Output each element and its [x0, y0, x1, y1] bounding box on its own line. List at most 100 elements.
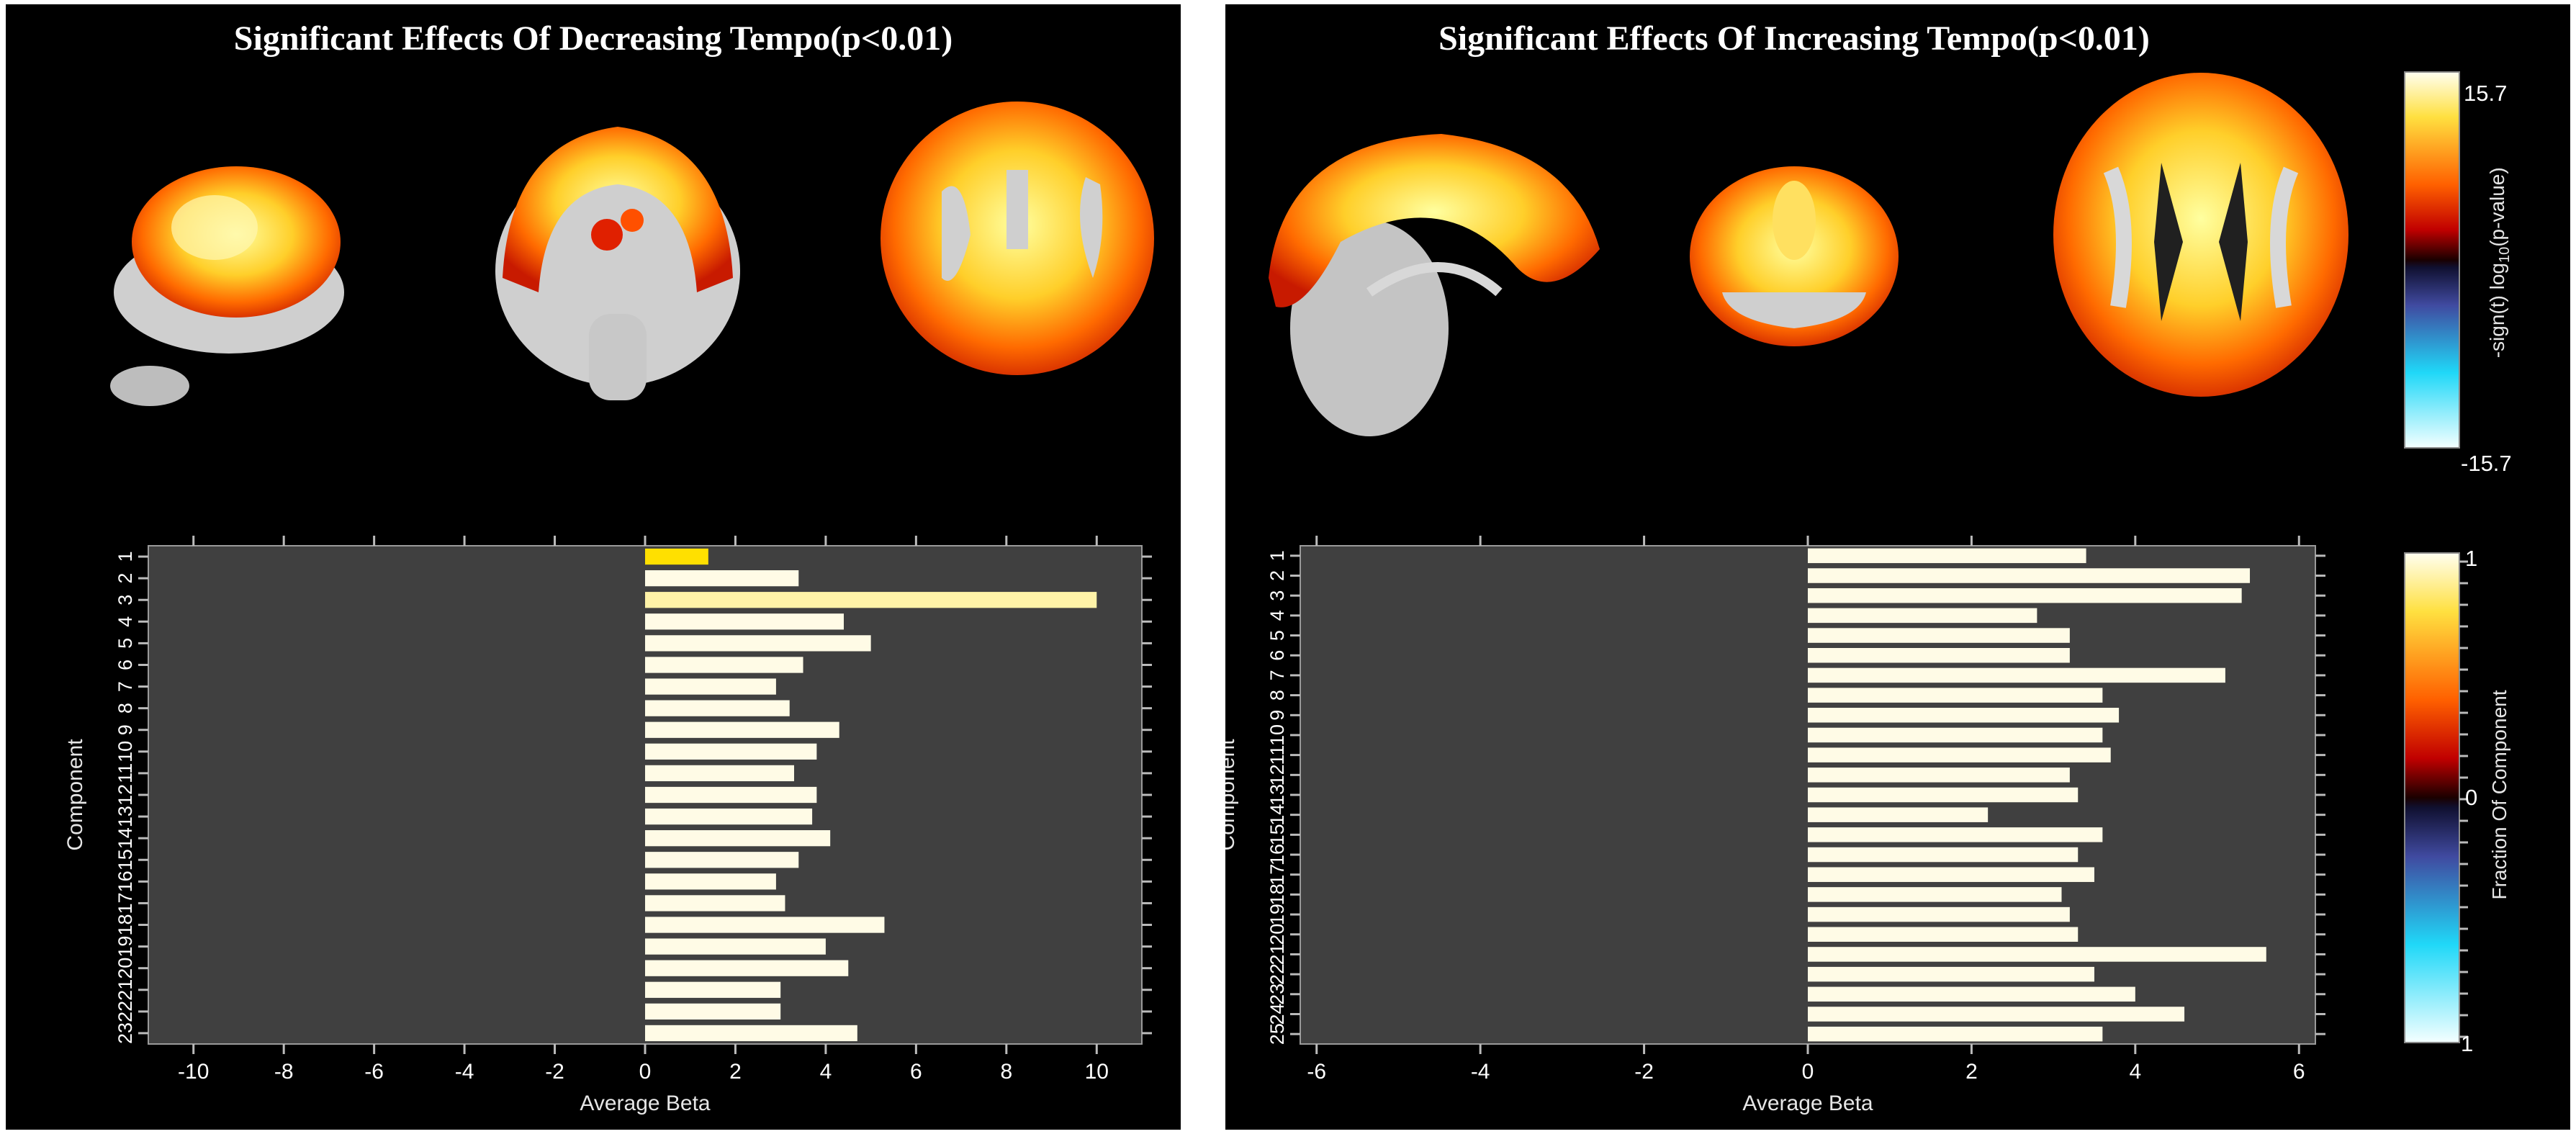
right-bar-21 — [1808, 947, 2266, 962]
right-panel: Significant Effects Of Increasing Tempo(… — [1225, 4, 2570, 1130]
left-ytick-label-10: 10 — [114, 741, 136, 762]
left-brain-slices — [110, 102, 1154, 406]
pvalue-colorbar-min-label: -15.7 — [2461, 451, 2512, 476]
right-bar-11 — [1808, 747, 2111, 762]
right-ytick-label-24: 24 — [1266, 1003, 1288, 1025]
right-axial-slice — [2053, 73, 2348, 397]
fraction-colorbar-top-label: 1 — [2465, 546, 2478, 571]
left-ytick-label-14: 14 — [114, 827, 136, 849]
right-bar-1 — [1808, 548, 2086, 564]
left-bar-19 — [645, 938, 826, 955]
right-bar-16 — [1808, 847, 2079, 863]
right-bar-8 — [1808, 688, 2103, 703]
right-bar-4 — [1808, 608, 2037, 624]
left-bar-18 — [645, 917, 885, 933]
right-coronal-slice — [1690, 166, 1899, 346]
right-bar-19 — [1808, 906, 2070, 922]
left-bar-11 — [645, 765, 794, 782]
right-ytick-label-7: 7 — [1266, 670, 1288, 680]
left-ytick-label-16: 16 — [114, 870, 136, 892]
left-xtick-label-4: -2 — [545, 1060, 564, 1084]
right-bar-10 — [1808, 727, 2103, 743]
right-brain-slices — [1269, 73, 2348, 436]
fraction-colorbar-title: Fraction Of Component — [2488, 690, 2510, 900]
left-coronal-slice — [495, 127, 740, 400]
right-sagittal-slice — [1269, 134, 1600, 436]
right-ytick-label-21: 21 — [1266, 943, 1288, 965]
left-bar-1 — [645, 548, 708, 565]
right-bar-25 — [1808, 1026, 2103, 1042]
left-ytick-label-13: 13 — [114, 806, 136, 827]
left-ytick-label-9: 9 — [114, 724, 136, 735]
left-xtick-label-8: 6 — [910, 1060, 922, 1084]
pvalue-colorbar-gradient — [2404, 71, 2460, 449]
left-ytick-label-11: 11 — [114, 763, 136, 783]
left-bar-21 — [645, 981, 781, 998]
left-bar-8 — [645, 700, 790, 716]
left-bar-5 — [645, 635, 871, 652]
fraction-colorbar-gradient — [2404, 552, 2460, 1043]
right-ytick-label-8: 8 — [1266, 690, 1288, 701]
right-bar-24 — [1808, 1007, 2185, 1022]
left-xtick-label-9: 8 — [1000, 1060, 1012, 1084]
left-ytick-label-3: 3 — [114, 595, 136, 606]
left-panel-title: Significant Effects Of Decreasing Tempo(… — [233, 19, 953, 58]
left-bar-17 — [645, 895, 785, 912]
right-bar-chart: -6 -4 -2 0 2 4 6123456789101112131415161718192… — [1225, 536, 2325, 1115]
left-bar-12 — [645, 786, 817, 804]
left-xtick-label-2: -6 — [364, 1060, 384, 1084]
right-ytick-label-11: 11 — [1266, 745, 1288, 765]
pvalue-colorbar — [2404, 71, 2468, 1043]
right-ytick-label-18: 18 — [1266, 883, 1288, 905]
left-xtick-label-5: 0 — [639, 1060, 652, 1084]
left-ytick-label-4: 4 — [114, 616, 136, 627]
left-xtick-label-6: 2 — [729, 1060, 742, 1084]
right-ytick-label-23: 23 — [1266, 984, 1288, 1005]
left-ytick-label-23: 23 — [114, 1022, 136, 1044]
right-ytick-label-20: 20 — [1266, 924, 1288, 945]
left-bar-14 — [645, 830, 831, 847]
pvalue-colorbar-title: -sign(t) log10(p-value) — [2486, 167, 2513, 359]
right-ytick-label-3: 3 — [1266, 590, 1288, 601]
right-xtick-label-5: 4 — [2129, 1060, 2141, 1084]
left-xaxis-label: Average Beta — [580, 1092, 711, 1115]
left-ytick-label-8: 8 — [114, 703, 136, 714]
left-ytick-label-12: 12 — [114, 784, 136, 806]
right-ytick-label-15: 15 — [1266, 824, 1288, 845]
left-bar-20 — [645, 960, 849, 976]
left-ytick-label-7: 7 — [114, 681, 136, 692]
right-bar-15 — [1808, 827, 2103, 842]
right-ytick-label-1: 1 — [1266, 550, 1288, 561]
left-bar-23 — [645, 1025, 857, 1042]
left-xtick-label-3: -4 — [455, 1060, 474, 1084]
right-xtick-label-6: 6 — [2293, 1060, 2305, 1084]
right-bar-17 — [1808, 867, 2094, 882]
right-ytick-label-19: 19 — [1266, 904, 1288, 925]
left-bar-7 — [645, 678, 776, 695]
left-xtick-label-10: 10 — [1085, 1060, 1109, 1084]
right-ytick-label-25: 25 — [1266, 1023, 1288, 1045]
right-xtick-label-0: -6 — [1307, 1060, 1326, 1084]
right-ytick-label-13: 13 — [1266, 784, 1288, 806]
left-ytick-label-6: 6 — [114, 660, 136, 670]
right-ytick-label-2: 2 — [1266, 570, 1288, 581]
right-ytick-label-10: 10 — [1266, 724, 1288, 746]
right-ytick-label-17: 17 — [1266, 864, 1288, 886]
left-bar-13 — [645, 808, 813, 825]
right-bar-20 — [1808, 927, 2079, 942]
left-bar-10 — [645, 743, 817, 760]
left-xtick-label-0: -10 — [178, 1060, 209, 1084]
right-xtick-label-1: -4 — [1471, 1060, 1490, 1084]
right-bar-3 — [1808, 588, 2242, 603]
right-ytick-label-4: 4 — [1266, 610, 1288, 621]
left-ytick-label-17: 17 — [114, 892, 136, 914]
right-bar-23 — [1808, 986, 2135, 1002]
right-bar-9 — [1808, 708, 2120, 723]
right-bar-7 — [1808, 667, 2225, 683]
right-bar-22 — [1808, 966, 2094, 982]
left-axial-slice — [881, 102, 1154, 375]
right-xaxis-label: Average Beta — [1742, 1092, 1873, 1115]
left-bar-15 — [645, 852, 799, 868]
pvalue-colorbar-max-label: 15.7 — [2464, 81, 2508, 106]
left-bar-6 — [645, 657, 803, 673]
